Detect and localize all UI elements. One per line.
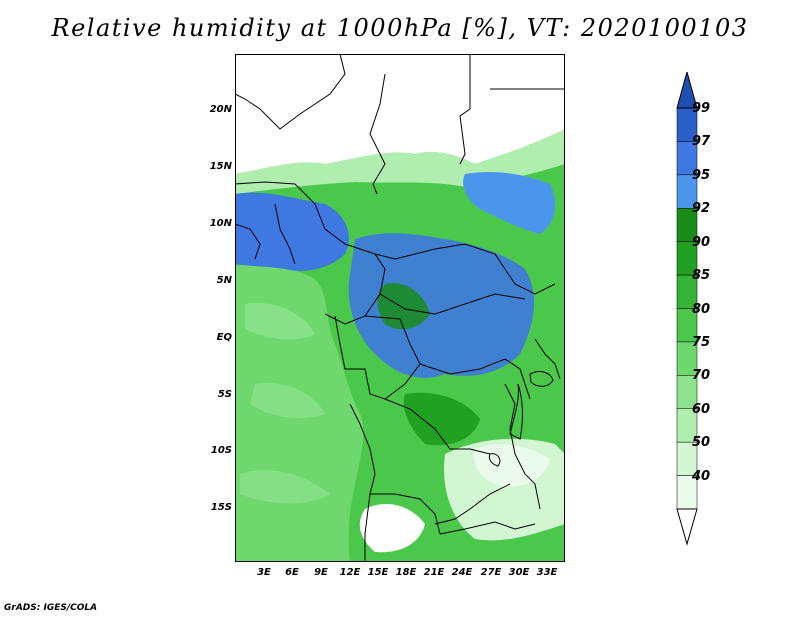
lon-label: 30E: [508, 567, 530, 578]
lat-label: 20N: [209, 104, 232, 115]
colorbar-bottom-arrow: [676, 508, 698, 546]
colorbar-label: 99: [692, 101, 711, 116]
colorbar-label: 80: [692, 301, 711, 317]
lakes: [488, 371, 554, 467]
colorbar-top-arrow: [676, 72, 698, 109]
colorbar-label: 50: [692, 435, 711, 451]
lat-label: 10S: [210, 445, 232, 456]
ocean-streak: [250, 383, 325, 419]
grads-credit: GrADS: IGES/COLA: [4, 603, 98, 613]
colorbar-label: 40: [692, 468, 711, 484]
humid-band-east: [463, 172, 556, 234]
lon-label: 9E: [314, 567, 328, 578]
colorbar-label: 85: [692, 268, 711, 284]
humid-band-central: [348, 233, 535, 378]
south-white-area: [359, 504, 425, 553]
lat-label: 15N: [209, 161, 232, 172]
colorbar: [676, 72, 698, 546]
lon-label: 33E: [536, 567, 558, 578]
colorbar-label: 92: [692, 201, 711, 217]
lon-label: 3E: [257, 567, 271, 578]
lon-label: 15E: [367, 567, 389, 578]
dark-green-patch: [403, 392, 480, 446]
colorbar-label: 60: [692, 401, 711, 417]
ocean-streak: [245, 303, 315, 340]
map-title: Relative humidity at 1000hPa [%], VT: 20…: [51, 14, 749, 42]
lat-label: 5N: [216, 275, 232, 286]
colorbar-label: 90: [692, 234, 711, 250]
lon-label: 6E: [285, 567, 299, 578]
country-borders: [235, 54, 565, 562]
colorbar-label: 75: [692, 334, 711, 350]
humidity-map: [235, 54, 565, 562]
map-frame: [235, 54, 565, 562]
colorbar-label: 97: [692, 134, 711, 150]
desert-north: [235, 54, 565, 174]
lon-label: 12E: [339, 567, 361, 578]
lat-label: 5S: [217, 389, 232, 400]
lon-label: 18E: [395, 567, 417, 578]
colorbar-label: 95: [692, 167, 711, 183]
lon-label: 24E: [451, 567, 473, 578]
dark-green-patch: [377, 283, 430, 330]
lon-label: 27E: [480, 567, 502, 578]
south-white-area: [473, 444, 550, 487]
lat-label: 10N: [209, 218, 232, 229]
lat-label: 15S: [210, 502, 232, 513]
humid-band-west: [235, 192, 349, 271]
colorbar-label: 70: [692, 368, 711, 384]
lat-label: EQ: [216, 332, 232, 343]
ocean-streak: [240, 470, 330, 504]
lon-label: 21E: [423, 567, 445, 578]
